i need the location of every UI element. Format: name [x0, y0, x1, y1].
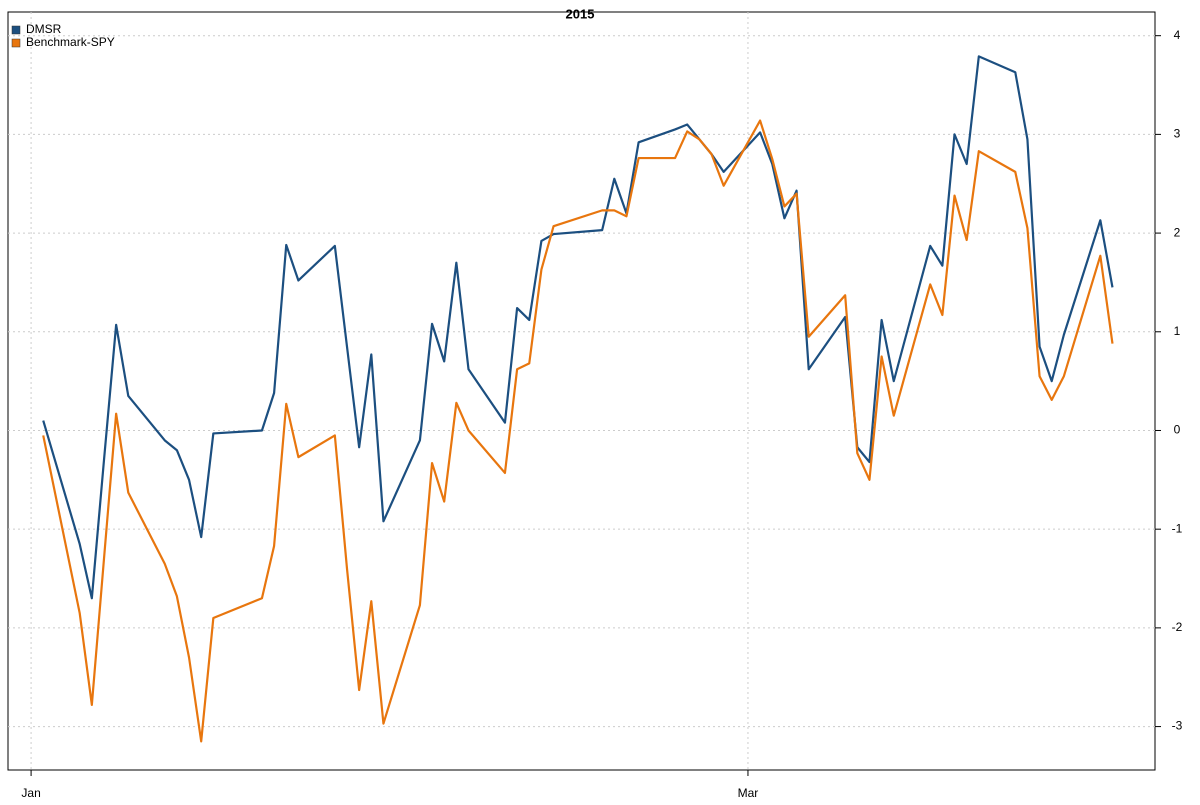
y-tick-label: 2	[1174, 225, 1181, 239]
x-tick-label: Jan	[21, 786, 40, 800]
series-line	[42, 55, 1114, 600]
y-tick-label: -1	[1172, 521, 1183, 535]
chart-title: 2015	[566, 6, 595, 21]
series-line	[42, 119, 1114, 743]
legend-label: Benchmark-SPY	[26, 35, 115, 49]
plot-frame	[7, 11, 1156, 771]
y-tick-label: 0	[1174, 423, 1181, 437]
y-tick-label: 3	[1174, 127, 1181, 141]
y-tick-label: 1	[1174, 324, 1181, 338]
legend-swatch	[11, 38, 21, 48]
y-tick-label: 4	[1174, 28, 1181, 42]
legend-swatch	[11, 25, 21, 35]
y-tick-label: -2	[1172, 620, 1183, 634]
y-tick-label: -3	[1172, 719, 1183, 733]
x-tick-label: Mar	[738, 786, 759, 800]
legend-label: DMSR	[26, 22, 62, 36]
